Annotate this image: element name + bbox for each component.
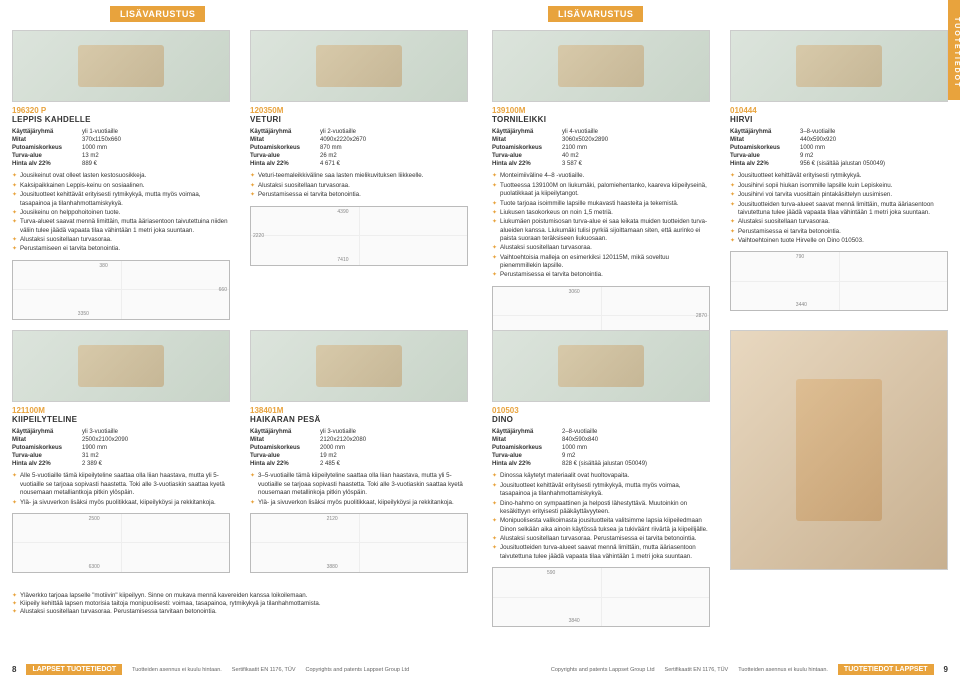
copyright: Copyrights and patents Lappset Group Ltd	[551, 667, 655, 673]
brand-badge: LAPPSET TUOTETIEDOT	[26, 664, 122, 675]
spec-table: Käyttäjäryhmäyli 4-vuotiaille Mitat3060x…	[492, 128, 710, 168]
bottom-row-left: 121100M KIIPEILYTELINE Käyttäjäryhmäyli …	[12, 330, 468, 573]
diagram: 2500 6300	[12, 513, 230, 573]
spec-table: Käyttäjäryhmä2–8-vuotiaille Mitat840x590…	[492, 428, 710, 468]
product-title: DINO	[492, 415, 710, 424]
brand-badge: TUOTETIEDOT LAPPSET	[838, 664, 934, 675]
spec-table: Käyttäjäryhmäyli 2-vuotiaille Mitat4090x…	[250, 128, 468, 168]
product-title: HIRVI	[730, 115, 948, 124]
product-photo	[250, 30, 468, 102]
spec-table: Käyttäjäryhmäyli 3-vuotiaille Mitat2500x…	[12, 428, 230, 468]
product-title: VETURI	[250, 115, 468, 124]
page-number: 9	[944, 665, 948, 674]
right-page: LISÄVARUSTUS TUOTETIEDOT 139100M TORNILE…	[480, 0, 960, 679]
spec-table: Käyttäjäryhmä3–8-vuotiaille Mitat440x590…	[730, 128, 948, 168]
product-card: 138401M HAIKARAN PESÄ Käyttäjäryhmäyli 3…	[250, 330, 468, 573]
bullets: Dinossa käytetyt materiaalit ovat huolto…	[492, 472, 710, 561]
product-card: 120350M VETURI Käyttäjäryhmäyli 2-vuotia…	[250, 30, 468, 320]
left-page: LISÄVARUSTUS 196320 P LEPPIS KAHDELLE Kä…	[0, 0, 480, 679]
product-card: 121100M KIIPEILYTELINE Käyttäjäryhmäyli …	[12, 330, 230, 573]
page-number: 8	[12, 665, 16, 674]
copyright: Copyrights and patents Lappset Group Ltd	[305, 667, 409, 673]
cert-note: Sertifikaatit EN 1176, TÜV	[232, 667, 296, 673]
bullets: Alle 5-vuotiaille tämä kiipeilyteline sa…	[12, 472, 230, 506]
cert-note: Sertifikaatit EN 1176, TÜV	[665, 667, 729, 673]
product-code: 010444	[730, 106, 948, 115]
product-card: 010503 DINO Käyttäjäryhmä2–8-vuotiaille …	[492, 330, 710, 627]
diagram: 380 660 3350	[12, 260, 230, 320]
product-code: 196320 P	[12, 106, 230, 115]
diagram: 790 3440	[730, 251, 948, 311]
product-title: KIIPEILYTELINE	[12, 415, 230, 424]
bullets: Monteimiiväline 4–8 -vuotiaille. Tuottee…	[492, 172, 710, 279]
footer-left: 8 LAPPSET TUOTETIEDOT Tuotteiden asennus…	[12, 664, 468, 675]
product-code: 120350M	[250, 106, 468, 115]
product-photo	[492, 330, 710, 402]
product-photo	[730, 30, 948, 102]
product-code: 010503	[492, 406, 710, 415]
install-note: Tuotteiden asennus ei kuulu hintaan.	[132, 667, 222, 673]
diagram: 590 3840	[492, 567, 710, 627]
bullets: Jousituotteet kehittävät erityisesti ryt…	[730, 172, 948, 245]
bullets: Veturi-teemaleikkiväline saa lasten miel…	[250, 172, 468, 199]
top-row-left: 196320 P LEPPIS KAHDELLE Käyttäjäryhmäyl…	[12, 30, 468, 320]
diagram: 2120 3880	[250, 513, 468, 573]
product-title: TORNILEIKKI	[492, 115, 710, 124]
spec-table: Käyttäjäryhmäyli 1-vuotiaille Mitat370x1…	[12, 128, 230, 168]
spec-table: Käyttäjäryhmäyli 3-vuotiaille Mitat2120x…	[250, 428, 468, 468]
photo-card	[730, 330, 948, 627]
install-note: Tuotteiden asennus ei kuulu hintaan.	[738, 667, 828, 673]
product-photo	[12, 30, 230, 102]
product-card: 196320 P LEPPIS KAHDELLE Käyttäjäryhmäyl…	[12, 30, 230, 320]
product-code: 138401M	[250, 406, 468, 415]
product-photo	[250, 330, 468, 402]
top-row-right: 139100M TORNILEIKKI Käyttäjäryhmäyli 4-v…	[492, 30, 948, 346]
bottom-row-right: 010503 DINO Käyttäjäryhmä2–8-vuotiaille …	[492, 330, 948, 627]
product-card: 139100M TORNILEIKKI Käyttäjäryhmäyli 4-v…	[492, 30, 710, 346]
footer-right: Copyrights and patents Lappset Group Ltd…	[492, 664, 948, 675]
lifestyle-photo	[730, 330, 948, 570]
product-title: LEPPIS KAHDELLE	[12, 115, 230, 124]
header-right: LISÄVARUSTUS	[548, 6, 643, 22]
product-photo	[492, 30, 710, 102]
bottom-notes: Yläverkko tarjoaa lapselle "motiivin" ki…	[12, 592, 468, 616]
product-code: 139100M	[492, 106, 710, 115]
header-left: LISÄVARUSTUS	[110, 6, 205, 22]
product-code: 121100M	[12, 406, 230, 415]
product-card: 010444 HIRVI Käyttäjäryhmä3–8-vuotiaille…	[730, 30, 948, 346]
product-title: HAIKARAN PESÄ	[250, 415, 468, 424]
diagram: 4390 2220 7410	[250, 206, 468, 266]
product-photo	[12, 330, 230, 402]
bullets: Jousikeinut ovat olleet lasten kestosuos…	[12, 172, 230, 253]
bullets: 3–5-vuotiaille tämä kiipeilyteline saatt…	[250, 472, 468, 506]
side-tab: TUOTETIEDOT	[948, 0, 960, 100]
